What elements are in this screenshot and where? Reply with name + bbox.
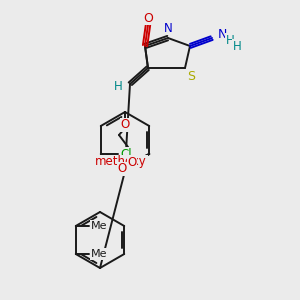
Text: N: N: [164, 22, 172, 34]
Text: O: O: [117, 163, 127, 176]
Text: O: O: [143, 11, 153, 25]
Text: O: O: [120, 118, 130, 131]
Text: H: H: [226, 34, 234, 46]
Text: methoxy: methoxy: [95, 155, 147, 169]
Text: Me: Me: [91, 221, 107, 231]
Text: N: N: [217, 28, 227, 40]
Text: H: H: [232, 40, 242, 52]
Text: O: O: [128, 157, 137, 169]
Text: S: S: [187, 70, 195, 83]
Text: Me: Me: [91, 249, 107, 259]
Text: Cl: Cl: [120, 148, 132, 160]
Text: H: H: [114, 80, 122, 92]
